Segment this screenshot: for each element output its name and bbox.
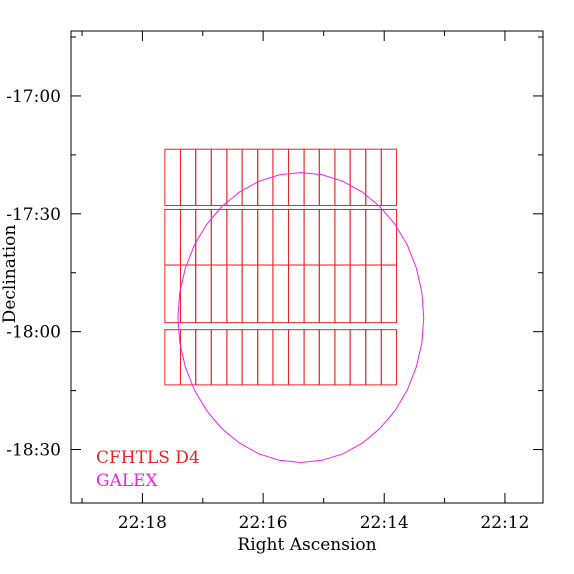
x-tick-label: 22:12 xyxy=(480,513,529,533)
cfhtls-field-rect xyxy=(288,264,305,324)
galex-field-circle xyxy=(177,172,425,464)
cfhtls-field-rect xyxy=(272,148,290,206)
cfhtls-field-rect xyxy=(318,208,336,266)
cfhtls-field-rect xyxy=(210,264,228,324)
cfhtls-field-rect xyxy=(210,329,228,386)
cfhtls-field-rect xyxy=(380,329,398,386)
x-tick-label: 22:18 xyxy=(118,513,167,533)
y-tick-label: -17:00 xyxy=(6,87,61,107)
cfhtls-field-rect xyxy=(288,148,305,206)
cfhtls-field-rect xyxy=(164,148,181,206)
cfhtls-field-rect xyxy=(179,264,197,324)
cfhtls-d4-fields xyxy=(164,148,398,386)
cfhtls-field-rect xyxy=(380,148,398,206)
cfhtls-field-rect xyxy=(303,148,320,206)
cfhtls-field-rect xyxy=(226,208,243,266)
y-tick-label: -18:00 xyxy=(6,323,61,343)
cfhtls-field-rect xyxy=(179,148,197,206)
legend-item-galex: GALEX xyxy=(96,471,159,491)
cfhtls-field-rect xyxy=(272,208,290,266)
axis-ticks xyxy=(71,31,543,503)
cfhtls-field-rect xyxy=(334,264,351,324)
cfhtls-field-rect xyxy=(349,208,367,266)
cfhtls-field-rect xyxy=(349,264,367,324)
cfhtls-field-rect xyxy=(365,208,382,266)
cfhtls-field-rect xyxy=(164,208,181,266)
cfhtls-field-rect xyxy=(272,329,290,386)
cfhtls-field-rect xyxy=(226,148,243,206)
cfhtls-field-rect xyxy=(318,148,336,206)
cfhtls-field-rect xyxy=(210,148,228,206)
cfhtls-field-rect xyxy=(226,329,243,386)
cfhtls-field-rect xyxy=(318,264,336,324)
plot-frame xyxy=(70,30,544,504)
cfhtls-field-rect xyxy=(241,264,259,324)
cfhtls-field-rect xyxy=(334,148,351,206)
cfhtls-field-rect xyxy=(210,208,228,266)
galex-field xyxy=(177,172,425,464)
cfhtls-field-rect xyxy=(365,329,382,386)
cfhtls-field-rect xyxy=(365,264,382,324)
cfhtls-field-rect xyxy=(179,329,197,386)
cfhtls-field-rect xyxy=(179,208,197,266)
x-axis-title: Right Ascension xyxy=(237,535,376,555)
cfhtls-field-rect xyxy=(303,264,320,324)
cfhtls-field-rect xyxy=(241,208,259,266)
x-tick-label: 22:14 xyxy=(360,513,409,533)
cfhtls-field-rect xyxy=(195,148,212,206)
cfhtls-field-rect xyxy=(257,208,274,266)
tick-labels: 22:18 22:16 22:14 22:12 -17:00 -17:30 -18:00 -1… xyxy=(6,87,529,533)
cfhtls-field-rect xyxy=(318,329,336,386)
cfhtls-field-rect xyxy=(288,208,305,266)
cfhtls-field-rect xyxy=(164,329,181,386)
cfhtls-field-rect xyxy=(303,208,320,266)
cfhtls-field-rect xyxy=(272,264,290,324)
cfhtls-field-rect xyxy=(241,329,259,386)
cfhtls-field-rect xyxy=(349,329,367,386)
y-axis-title: Declination xyxy=(0,225,20,324)
x-tick-label: 22:16 xyxy=(239,513,288,533)
cfhtls-field-rect xyxy=(195,264,212,324)
legend-item-cfhtls-d4: CFHTLS D4 xyxy=(96,448,200,468)
cfhtls-field-rect xyxy=(334,208,351,266)
cfhtls-field-rect xyxy=(257,329,274,386)
y-tick-label: -17:30 xyxy=(6,205,61,225)
cfhtls-field-rect xyxy=(195,208,212,266)
cfhtls-field-rect xyxy=(257,264,274,324)
cfhtls-field-rect xyxy=(334,329,351,386)
cfhtls-field-rect xyxy=(303,329,320,386)
cfhtls-field-rect xyxy=(349,148,367,206)
cfhtls-field-rect xyxy=(226,264,243,324)
y-tick-label: -18:30 xyxy=(6,441,61,461)
cfhtls-field-rect xyxy=(288,329,305,386)
cfhtls-field-rect xyxy=(365,148,382,206)
cfhtls-field-rect xyxy=(241,148,259,206)
cfhtls-field-rect xyxy=(195,329,212,386)
cfhtls-field-rect xyxy=(380,264,398,324)
